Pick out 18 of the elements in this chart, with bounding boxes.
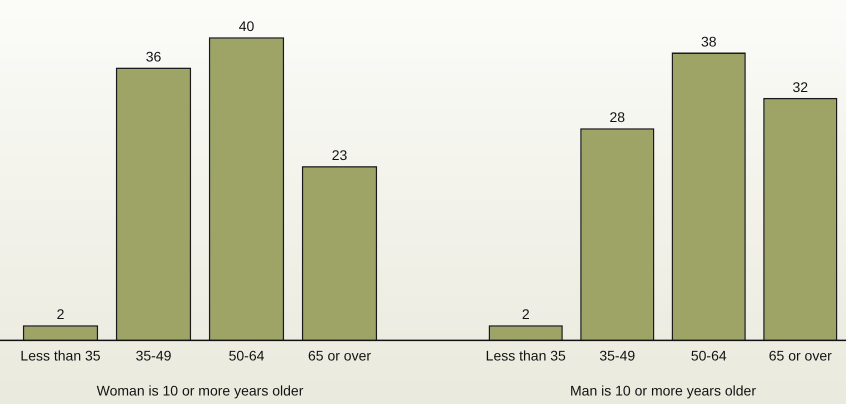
x-tick-label: Less than 35 [20, 348, 101, 364]
x-tick-label: 50-64 [228, 348, 265, 364]
data-label: 38 [700, 33, 717, 50]
data-label: 2 [56, 306, 65, 322]
data-label: 2 [522, 306, 530, 322]
x-tick-label: Less than 35 [486, 348, 566, 364]
x-tick-label: 35-49 [136, 348, 172, 364]
x-axis-title: Woman is 10 or more years older [96, 382, 304, 398]
x-tick-label: 35-49 [599, 348, 636, 364]
x-tick-label: 65 or over [768, 348, 832, 364]
data-label: 36 [146, 48, 162, 64]
x-tick-label: 65 or over [308, 348, 372, 364]
x-axis-title: Man is 10 or more years older [570, 382, 756, 398]
data-label: 32 [792, 78, 808, 95]
data-label: 28 [609, 109, 626, 126]
x-tick-label: 50-64 [690, 348, 727, 364]
data-label: 40 [238, 18, 254, 34]
data-label: 23 [332, 146, 348, 163]
